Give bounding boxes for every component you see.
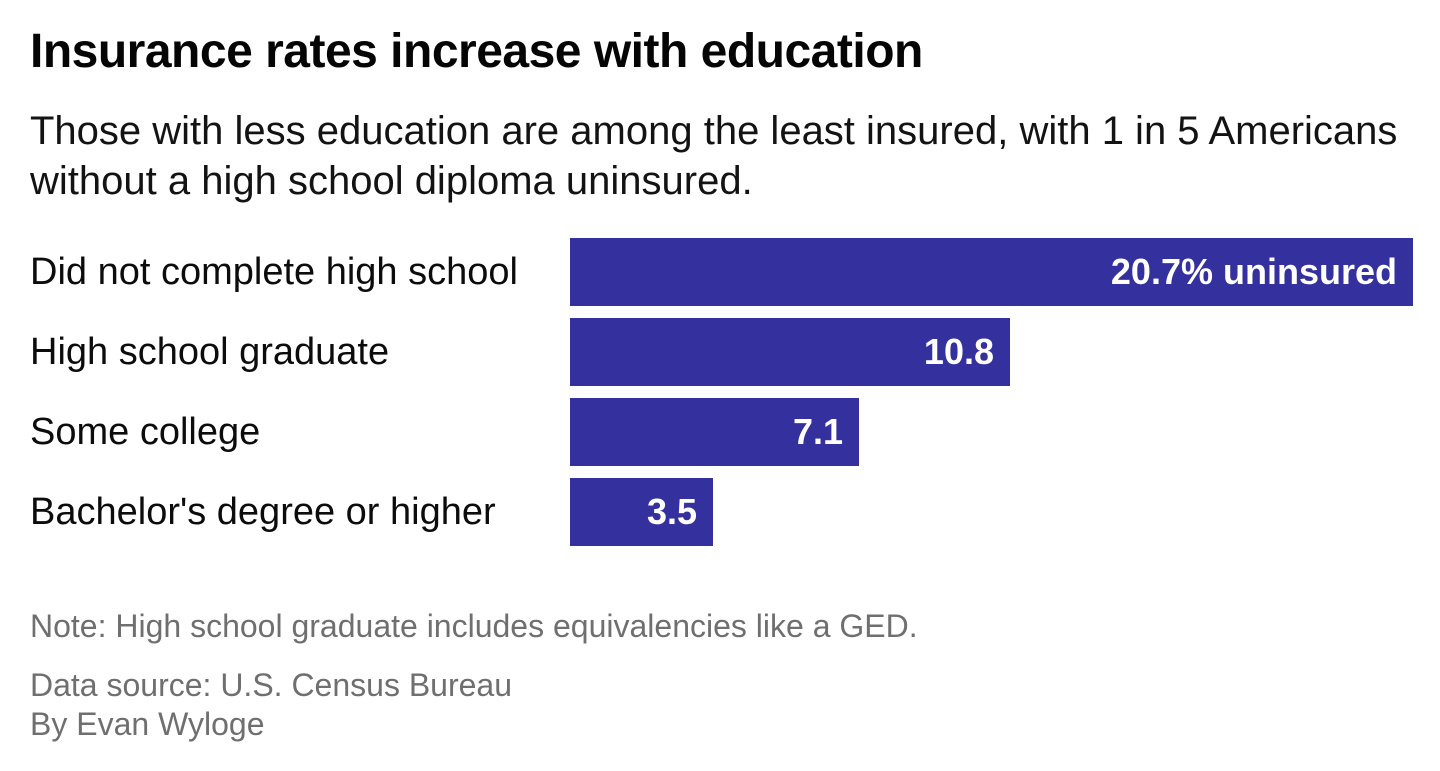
category-label: Some college xyxy=(30,410,261,453)
bar-value-label: 7.1 xyxy=(792,411,843,452)
bar-value-label: 10.8 xyxy=(923,331,994,372)
byline-text: By Evan Wyloge xyxy=(30,706,265,742)
chart-subtitle: Those with less education are among the … xyxy=(30,109,1398,203)
bar-row: Bachelor's degree or higher 3.5 xyxy=(30,478,1413,546)
bar: 3.5 xyxy=(570,478,713,546)
bar: 10.8 xyxy=(570,318,1010,386)
category-label: Did not complete high school xyxy=(30,250,518,293)
bar: 7.1 xyxy=(570,398,859,466)
bar-value-label: 20.7% uninsured xyxy=(1110,251,1397,292)
bar: 20.7% uninsured xyxy=(570,238,1413,306)
bar-row: High school graduate 10.8 xyxy=(30,318,1413,386)
bar-chart: Did not complete high school 20.7% uninsu… xyxy=(30,238,1413,558)
bar-track: 20.7% uninsured xyxy=(570,238,1413,306)
data-source-text: Data source: U.S. Census Bureau xyxy=(30,667,513,703)
category-label: High school graduate xyxy=(30,330,390,373)
bar-value-label: 3.5 xyxy=(646,491,697,532)
bar-track: 3.5 xyxy=(570,478,1413,546)
bar-row: Did not complete high school 20.7% uninsu… xyxy=(30,238,1413,306)
bar-track: 7.1 xyxy=(570,398,1413,466)
category-label: Bachelor's degree or higher xyxy=(30,490,496,533)
chart-note: Note: High school graduate includes equi… xyxy=(30,608,918,644)
bar-row: Some college 7.1 xyxy=(30,398,1413,466)
chart-footer: Data source: U.S. Census Bureau By Evan … xyxy=(30,666,512,744)
bar-track: 10.8 xyxy=(570,318,1413,386)
chart-title: Insurance rates increase with education xyxy=(30,25,923,78)
